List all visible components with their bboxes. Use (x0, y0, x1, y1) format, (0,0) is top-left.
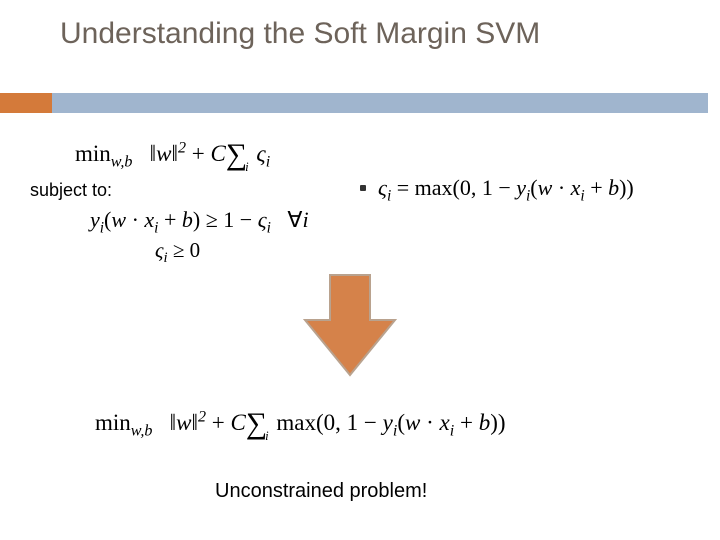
unconstrained-formula: minw,b ‖w‖2 + C∑i max(0, 1 − yi(w · xi +… (95, 404, 506, 441)
subject-to-label: subject to: (30, 180, 112, 201)
down-arrow-icon (300, 270, 400, 380)
constraint1-formula: yi(w · xi + b) ≥ 1 − ςi ∀i (90, 207, 309, 237)
title-bar-main (52, 93, 708, 113)
bullet-icon (360, 185, 366, 191)
title-underline-bar (0, 93, 708, 113)
objective-formula: minw,b ‖w‖2 + C∑i ςi (75, 135, 270, 172)
varsigma-definition-formula: ςi = max(0, 1 − yi(w · xi + b)) (378, 175, 634, 205)
unconstrained-label: Unconstrained problem! (215, 480, 427, 503)
title-bar-accent (0, 93, 52, 113)
slide-title: Understanding the Soft Margin SVM (60, 16, 720, 52)
constraint2-formula: ςi ≥ 0 (155, 238, 200, 267)
